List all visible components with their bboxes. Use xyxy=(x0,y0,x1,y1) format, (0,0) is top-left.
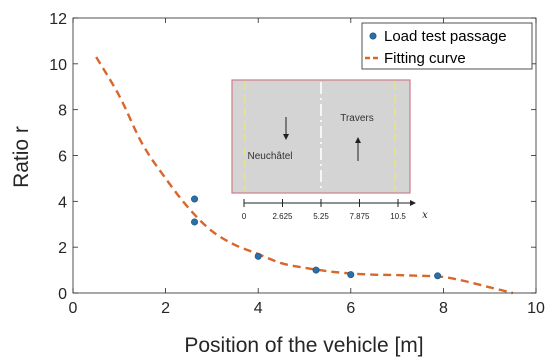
y-axis-title: Ratio r xyxy=(10,126,33,188)
inset-tick-label: 0 xyxy=(242,212,247,221)
inset-up-arrowhead xyxy=(355,137,361,143)
x-tick-label: 10 xyxy=(527,300,545,317)
inset-axis-arrowhead xyxy=(410,200,416,206)
legend: Load test passage Fitting curve xyxy=(361,22,533,70)
x-tick-label: 4 xyxy=(254,300,263,317)
x-axis-title: Position of the vehicle [m] xyxy=(184,334,423,357)
x-tick-label: 2 xyxy=(161,300,170,317)
inset-tick-label: 2.625 xyxy=(272,212,293,221)
inset-road-diagram: Neuchâtel Travers 0 2.625 5.25 7.875 10.5 x xyxy=(231,79,428,221)
data-point xyxy=(312,266,320,274)
inset-tick-label: 10.5 xyxy=(390,212,406,221)
inset-axis-ticks: 0 2.625 5.25 7.875 10.5 xyxy=(242,199,406,221)
legend-box xyxy=(361,22,533,70)
data-point xyxy=(434,272,442,280)
data-point xyxy=(347,271,355,279)
y-tick-label: 6 xyxy=(58,149,67,166)
y-tick-label: 4 xyxy=(58,194,67,211)
data-point xyxy=(254,252,262,260)
tick-labels: 0 2 4 6 8 10 0 2 4 6 8 10 12 xyxy=(49,11,545,317)
inset-down-arrowhead xyxy=(283,134,289,140)
data-point xyxy=(191,195,199,203)
inset-tick-label: 7.875 xyxy=(349,212,370,221)
y-tick-label: 0 xyxy=(58,286,67,303)
data-point xyxy=(191,218,199,226)
x-tick-label: 8 xyxy=(439,300,448,317)
plot-area xyxy=(95,56,514,295)
y-tick-label: 10 xyxy=(49,57,67,74)
y-tick-label: 12 xyxy=(49,11,67,28)
legend-label-line: Fitting curve xyxy=(384,50,466,67)
inset-tick-label: 5.25 xyxy=(313,212,329,221)
inset-left-label: Neuchâtel xyxy=(247,151,292,162)
x-tick-label: 6 xyxy=(346,300,355,317)
x-tick-label: 0 xyxy=(69,300,78,317)
axes xyxy=(72,17,537,294)
inset-right-label: Travers xyxy=(340,113,374,124)
legend-label-scatter: Load test passage xyxy=(384,28,507,45)
legend-marker-scatter xyxy=(369,32,377,40)
y-tick-label: 2 xyxy=(58,240,67,257)
inset-axis-var: x xyxy=(422,210,428,221)
y-tick-label: 8 xyxy=(58,103,67,120)
